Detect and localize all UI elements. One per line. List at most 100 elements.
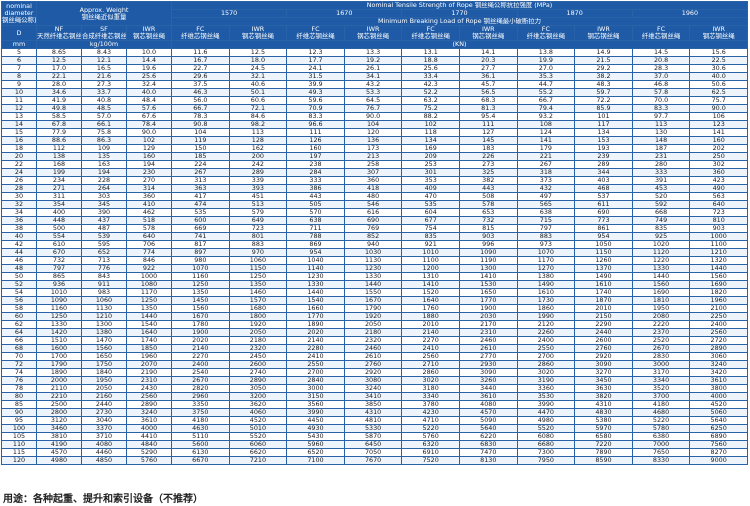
data-row: 70 1700 1650 1960 2270 2450 2410 2610 2560 2770 27… <box>1 352 748 361</box>
cell: 6890 <box>689 432 748 441</box>
data-row: 48 797 776 922 1070 1150 1140 1230 1200 1300 1270 1… <box>1 264 748 273</box>
cell: 145 <box>458 136 518 145</box>
cell: 769 <box>343 224 403 233</box>
cell: 1160 <box>36 304 82 313</box>
cell: 88.2 <box>401 112 460 121</box>
cell: 2890 <box>125 400 173 409</box>
cell: 127 <box>458 128 518 137</box>
cell: 386 <box>286 184 345 193</box>
cell: 102 <box>125 136 173 145</box>
column-header: IWR 钢芯钢丝绳 <box>458 25 518 41</box>
cell: 1410 <box>401 280 460 289</box>
cell: 4190 <box>36 440 82 449</box>
cell: 66 <box>1 336 37 345</box>
strength-header: Nominal Tensile Strength of Rope 钢丝绳公称抗拉… <box>171 1 748 10</box>
cell: 354 <box>36 200 82 209</box>
cell: 1010 <box>401 248 460 257</box>
cell: 1550 <box>343 288 403 297</box>
cell: 2440 <box>81 400 127 409</box>
cell: 148 <box>631 136 691 145</box>
cell: 4630 <box>171 424 230 433</box>
cell: 1250 <box>228 272 288 281</box>
cell: 391 <box>631 176 691 185</box>
footer-note: 用途：各种起重、提升和索引设备（不推荐） <box>3 494 203 505</box>
cell: 8590 <box>574 456 633 465</box>
cell: 202 <box>689 144 748 153</box>
cell: 6380 <box>631 432 691 441</box>
cell: 85 <box>1 400 37 409</box>
cell: 2140 <box>401 328 460 337</box>
cell: 56.0 <box>171 96 230 105</box>
cell: 4840 <box>125 440 173 449</box>
cell: 115 <box>1 448 37 457</box>
cell: 134 <box>401 136 460 145</box>
cell: 1780 <box>171 320 230 329</box>
cell: 21.6 <box>81 72 127 81</box>
cell: 437 <box>81 216 127 225</box>
cell: 1440 <box>343 280 403 289</box>
cell: 453 <box>631 184 691 193</box>
cell: 2550 <box>286 360 345 369</box>
cell: 2760 <box>574 344 633 353</box>
cell: 638 <box>286 216 345 225</box>
cell: 448 <box>36 216 82 225</box>
cell: 353 <box>401 176 460 185</box>
cell: 513 <box>228 200 288 209</box>
cell: 1100 <box>689 240 748 249</box>
cell: 325 <box>458 168 518 177</box>
cell: 1560 <box>81 344 127 353</box>
cell: 4710 <box>401 416 460 425</box>
cell: 98.2 <box>228 120 288 129</box>
cell: 7220 <box>574 440 633 449</box>
cell: 280 <box>631 160 691 169</box>
cell: 741 <box>171 232 230 241</box>
cell: 112 <box>36 144 82 153</box>
cell: 3190 <box>516 376 576 385</box>
cell: 160 <box>286 144 345 153</box>
cell: 58.5 <box>36 112 82 121</box>
cell: 12 <box>1 104 37 113</box>
cell: 119 <box>171 136 230 145</box>
cell: 3610 <box>689 376 748 385</box>
cell: 4470 <box>516 408 576 417</box>
cell: 14 <box>1 120 37 129</box>
cell: 5760 <box>401 432 460 441</box>
cell: 1440 <box>286 288 345 297</box>
cell: 579 <box>228 208 288 217</box>
cell: 1410 <box>458 272 518 281</box>
cell: 5640 <box>458 424 518 433</box>
header-line: FC <box>426 25 435 33</box>
cell: 497 <box>516 192 576 201</box>
cell: 1740 <box>125 336 173 345</box>
column-header: NF天然纤维芯钢丝绳 <box>36 25 82 41</box>
cell: 2430 <box>125 384 173 393</box>
header-line: IWR <box>712 25 725 33</box>
cell: 15 <box>1 128 37 137</box>
cell: 128 <box>228 136 288 145</box>
cell: 1250 <box>125 296 173 305</box>
cell: 224 <box>171 160 230 169</box>
cell: 7560 <box>689 440 748 449</box>
cell: 865 <box>36 272 82 281</box>
cell: 3060 <box>689 352 748 361</box>
cell: 409 <box>401 184 460 193</box>
cell: 7 <box>1 64 37 73</box>
cell: 3150 <box>286 392 345 401</box>
cell: 3700 <box>631 392 691 401</box>
cell: 1770 <box>458 296 518 305</box>
cell: 1170 <box>516 256 576 265</box>
cell: 5090 <box>458 416 518 425</box>
cell: 432 <box>516 184 576 193</box>
cell: 565 <box>516 200 576 209</box>
cell: 70.0 <box>631 96 691 105</box>
diameter-header: nominaldiameter钢丝绳公称直径 <box>1 1 37 26</box>
cell: 29.6 <box>171 72 230 81</box>
cell: 2270 <box>401 336 460 345</box>
data-row: 95 3120 3040 3610 4180 4520 4450 4810 4710 5090 49… <box>1 416 748 425</box>
cell: 2960 <box>171 392 230 401</box>
data-row: 18 112 109 129 150 162 160 173 169 183 179 193 187 20… <box>1 144 748 153</box>
data-row: 9 28.0 27.3 32.4 37.5 40.6 39.9 43.2 42.3 45.7 44.… <box>1 80 748 89</box>
header-line: diameter <box>4 9 34 17</box>
cell: 150 <box>171 144 230 153</box>
cell: 2050 <box>81 384 127 393</box>
